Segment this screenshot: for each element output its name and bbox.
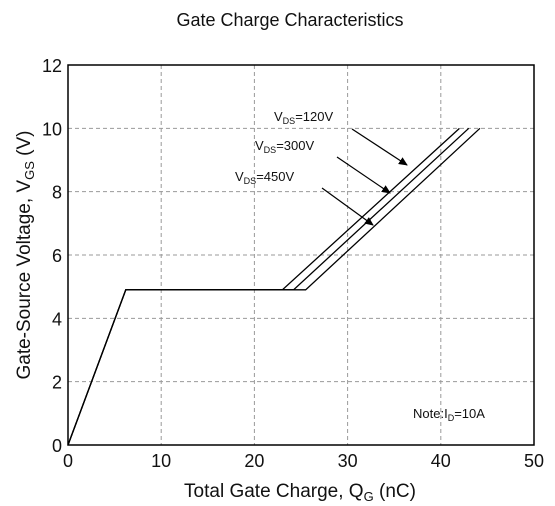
y-tick-label: 2 bbox=[52, 373, 62, 393]
x-axis-label: Total Gate Charge, QG (nC) bbox=[184, 481, 416, 504]
plot-frame bbox=[67, 64, 535, 446]
series-arrow-120v bbox=[351, 128, 408, 166]
series-arrow-450v bbox=[321, 187, 374, 226]
series-label-120v-sub: DS bbox=[283, 116, 296, 126]
grid-lines bbox=[68, 65, 534, 445]
y-tick-label: 10 bbox=[42, 119, 62, 139]
x-tick-label: 0 bbox=[63, 451, 73, 471]
series-label-450v-sub: DS bbox=[244, 176, 257, 186]
x-tick-label: 50 bbox=[524, 451, 544, 471]
x-tick-label: 20 bbox=[244, 451, 264, 471]
y-axis-label: Gate-Source Voltage, VGS (V) bbox=[14, 130, 37, 379]
series-label-300v: VDS=300V bbox=[255, 138, 314, 155]
series-label-450v-suffix: =450V bbox=[256, 169, 294, 184]
series-label-450v: VDS=450V bbox=[235, 169, 294, 186]
x-tick-label: 10 bbox=[151, 451, 171, 471]
series-arrow-300v bbox=[336, 156, 391, 194]
y-tick-label: 12 bbox=[42, 56, 62, 76]
series-label-300v-prefix: V bbox=[255, 138, 264, 153]
note-prefix: Note:I bbox=[413, 406, 448, 421]
y-tick-label: 0 bbox=[52, 436, 62, 456]
note-suffix: =10A bbox=[454, 406, 485, 421]
chart-title: Gate Charge Characteristics bbox=[176, 10, 403, 30]
note-text: Note:ID=10A bbox=[413, 406, 485, 423]
x-tick-label: 40 bbox=[431, 451, 451, 471]
axis-ticks: 0 10 20 30 40 50 0 2 4 6 8 10 12 bbox=[42, 56, 544, 471]
series-label-300v-sub: DS bbox=[264, 145, 277, 155]
y-tick-label: 4 bbox=[52, 309, 62, 329]
series-label-120v-suffix: =120V bbox=[295, 109, 333, 124]
note-sub: D bbox=[448, 413, 455, 423]
y-tick-label: 6 bbox=[52, 246, 62, 266]
series-line-2 bbox=[67, 127, 481, 446]
y-tick-label: 8 bbox=[52, 183, 62, 203]
series-lines bbox=[67, 127, 481, 446]
series-label-120v-prefix: V bbox=[274, 109, 283, 124]
series-label-300v-suffix: =300V bbox=[276, 138, 314, 153]
series-label-450v-prefix: V bbox=[235, 169, 244, 184]
x-tick-label: 30 bbox=[338, 451, 358, 471]
series-label-120v: VDS=120V bbox=[274, 109, 333, 126]
